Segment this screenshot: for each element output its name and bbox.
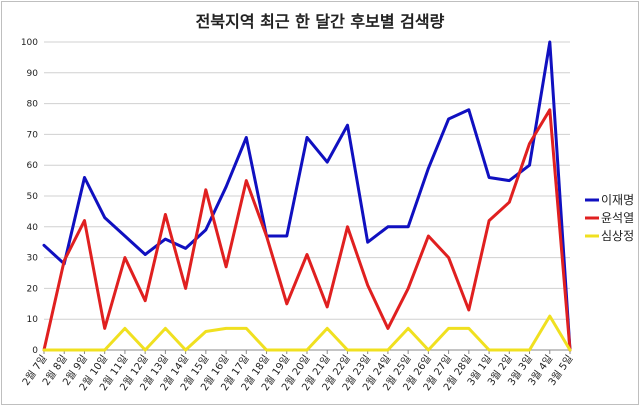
data-point <box>305 348 309 352</box>
y-axis-ticks: 0 10 20 30 40 50 60 70 80 90 100 <box>21 38 38 356</box>
data-point <box>63 259 66 262</box>
series-lines <box>42 40 572 352</box>
data-point <box>184 287 187 290</box>
data-point <box>164 237 167 241</box>
data-point <box>123 327 127 330</box>
data-point <box>487 219 491 222</box>
data-point <box>528 348 531 352</box>
data-point <box>427 234 430 238</box>
legend-label: 윤석열 <box>601 211 634 225</box>
grid-lines <box>44 41 570 351</box>
data-point <box>406 287 410 290</box>
data-point <box>447 327 450 330</box>
data-point <box>143 299 147 302</box>
data-point <box>386 225 390 228</box>
y-tick-label: 100 <box>21 38 38 48</box>
series-line-2 <box>42 314 572 352</box>
data-point <box>184 247 187 250</box>
data-point <box>305 136 309 139</box>
y-tick-label: 80 <box>27 100 39 110</box>
data-point <box>528 142 531 145</box>
data-point <box>326 305 329 309</box>
data-point <box>103 216 106 219</box>
data-point <box>406 225 410 228</box>
data-point <box>548 108 551 111</box>
data-point <box>447 117 450 121</box>
data-point <box>285 302 288 305</box>
data-point <box>285 348 288 352</box>
data-point <box>83 176 86 179</box>
data-point <box>548 314 551 318</box>
data-point <box>326 160 329 164</box>
data-point <box>528 164 531 167</box>
data-point <box>467 327 471 330</box>
chart-title: 전북지역 최근 한 달간 후보별 검색량 <box>195 12 445 31</box>
legend-label: 이재명 <box>601 193 634 207</box>
data-point <box>508 200 511 204</box>
y-tick-label: 40 <box>27 223 39 233</box>
data-point <box>143 348 147 352</box>
data-point <box>386 327 390 330</box>
data-point <box>103 327 106 330</box>
data-point <box>467 108 471 111</box>
data-point <box>265 348 268 352</box>
data-point <box>427 167 430 170</box>
data-point <box>245 327 248 330</box>
data-point <box>164 213 167 216</box>
data-point <box>366 348 369 352</box>
data-point <box>184 348 187 352</box>
data-point <box>366 284 369 287</box>
data-point <box>285 234 288 238</box>
y-tick-label: 90 <box>27 69 39 79</box>
data-point <box>245 179 248 182</box>
data-point <box>508 348 511 352</box>
y-tick-label: 20 <box>27 284 39 294</box>
data-point <box>204 330 208 333</box>
data-point <box>224 265 228 269</box>
data-point <box>83 348 86 352</box>
data-point <box>204 228 208 232</box>
data-point <box>568 348 572 352</box>
y-tick-label: 60 <box>27 161 39 171</box>
data-point <box>245 136 248 139</box>
data-point <box>83 219 86 222</box>
data-point <box>123 234 127 238</box>
data-point <box>204 188 208 192</box>
y-tick-label: 50 <box>27 192 39 202</box>
data-point <box>346 123 349 127</box>
data-point <box>326 327 329 330</box>
data-point <box>63 348 66 352</box>
y-tick-label: 70 <box>27 130 39 140</box>
data-point <box>42 244 46 247</box>
data-point <box>103 348 106 352</box>
data-point <box>224 185 228 188</box>
y-tick-label: 0 <box>32 346 38 356</box>
data-point <box>406 327 410 330</box>
data-point <box>143 253 147 256</box>
y-tick-label: 10 <box>27 315 39 325</box>
data-point <box>164 327 167 330</box>
data-point <box>427 348 430 352</box>
y-tick-label: 30 <box>27 254 39 264</box>
data-point <box>487 348 491 352</box>
data-point <box>42 348 46 352</box>
data-point <box>224 327 228 330</box>
data-point <box>548 40 551 44</box>
data-point <box>447 256 450 259</box>
data-point <box>386 348 390 352</box>
data-point <box>508 179 511 182</box>
data-point <box>265 234 268 238</box>
series-line-1 <box>42 108 572 352</box>
data-point <box>467 308 471 312</box>
data-point <box>346 225 349 228</box>
data-point <box>366 241 369 244</box>
data-point <box>487 176 491 179</box>
legend-label: 심상정 <box>601 229 634 243</box>
data-point <box>346 348 349 352</box>
data-point <box>305 253 309 256</box>
data-point <box>123 256 127 259</box>
